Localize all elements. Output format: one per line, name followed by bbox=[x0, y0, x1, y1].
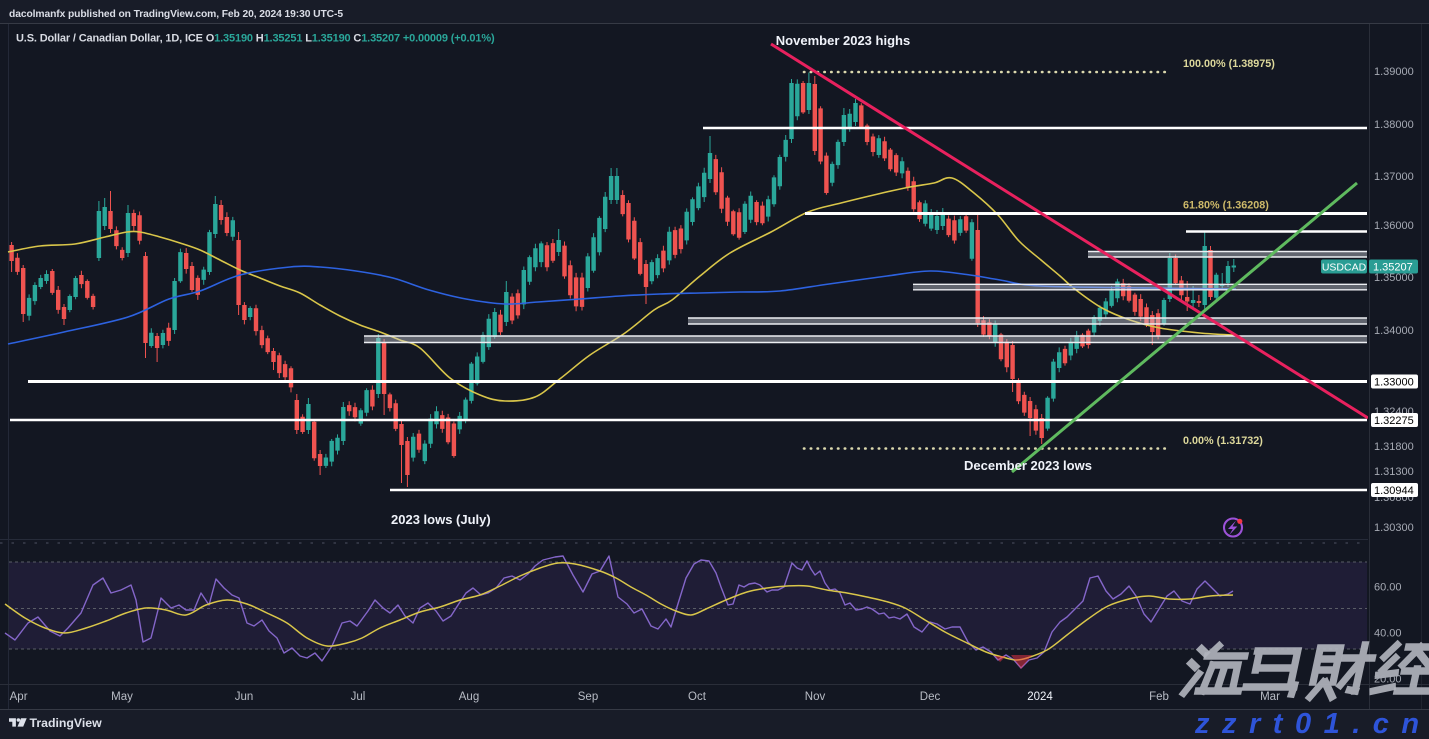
svg-text:1.35000: 1.35000 bbox=[1374, 272, 1414, 284]
svg-text:Dec: Dec bbox=[920, 691, 941, 703]
svg-text:1.36000: 1.36000 bbox=[1374, 220, 1414, 232]
svg-text:1.39000: 1.39000 bbox=[1374, 66, 1414, 78]
svg-text:1.35207: 1.35207 bbox=[1373, 262, 1413, 274]
svg-text:Sep: Sep bbox=[578, 691, 598, 703]
svg-text:zzrt01.cn: zzrt01.cn bbox=[1194, 708, 1429, 739]
svg-text:Nov: Nov bbox=[805, 691, 826, 703]
svg-text:Jul: Jul bbox=[351, 691, 366, 703]
svg-text:May: May bbox=[111, 691, 133, 703]
svg-text:1.33000: 1.33000 bbox=[1374, 377, 1414, 389]
svg-text:60.00: 60.00 bbox=[1374, 582, 1402, 594]
svg-text:2024: 2024 bbox=[1027, 691, 1053, 703]
svg-text:Apr: Apr bbox=[10, 691, 28, 703]
svg-text:2023 lows (July): 2023 lows (July) bbox=[391, 512, 491, 527]
svg-text:20.00: 20.00 bbox=[1374, 674, 1402, 686]
svg-text:1.34000: 1.34000 bbox=[1374, 325, 1414, 337]
svg-text:Oct: Oct bbox=[688, 691, 707, 703]
svg-text:1.37000: 1.37000 bbox=[1374, 171, 1414, 183]
svg-text:dacolmanfx published on Tradin: dacolmanfx published on TradingView.com,… bbox=[9, 9, 343, 20]
svg-text:1.38000: 1.38000 bbox=[1374, 119, 1414, 131]
svg-text:Feb: Feb bbox=[1149, 691, 1169, 703]
svg-text:1.30300: 1.30300 bbox=[1374, 522, 1414, 534]
svg-text:61.80% (1.36208): 61.80% (1.36208) bbox=[1183, 200, 1269, 212]
svg-text:100.00% (1.38975): 100.00% (1.38975) bbox=[1183, 58, 1275, 70]
svg-text:U.S. Dollar / Canadian Dollar,: U.S. Dollar / Canadian Dollar, 1D, ICE O… bbox=[16, 33, 495, 45]
svg-text:December 2023 lows: December 2023 lows bbox=[964, 458, 1092, 473]
svg-text:November 2023 highs: November 2023 highs bbox=[776, 33, 910, 48]
svg-text:0.00% (1.31732): 0.00% (1.31732) bbox=[1183, 435, 1263, 447]
svg-text:Aug: Aug bbox=[459, 691, 479, 703]
svg-text:1.30944: 1.30944 bbox=[1374, 485, 1414, 497]
svg-text:1.31800: 1.31800 bbox=[1374, 441, 1414, 453]
svg-text:1.32275: 1.32275 bbox=[1374, 415, 1414, 427]
svg-text:Mar: Mar bbox=[1260, 691, 1280, 703]
svg-text:Jun: Jun bbox=[235, 691, 254, 703]
svg-text:1.31300: 1.31300 bbox=[1374, 466, 1414, 478]
svg-text:TradingView: TradingView bbox=[30, 716, 103, 730]
svg-text:USDCAD: USDCAD bbox=[1322, 262, 1367, 274]
svg-text:40.00: 40.00 bbox=[1374, 628, 1402, 640]
